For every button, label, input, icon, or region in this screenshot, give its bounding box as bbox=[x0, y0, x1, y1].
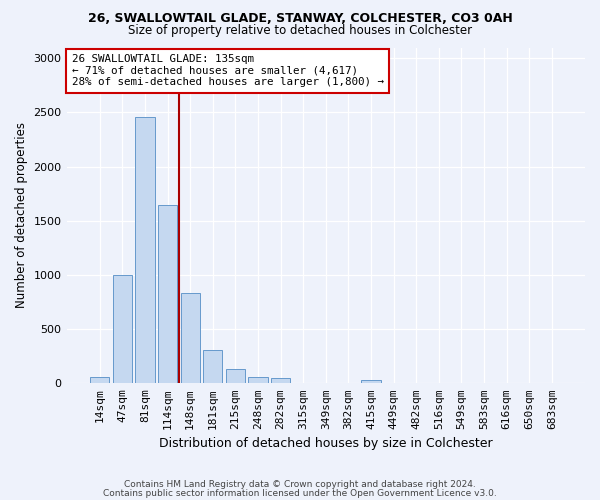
Bar bbox=[361, 380, 380, 384]
Text: Size of property relative to detached houses in Colchester: Size of property relative to detached ho… bbox=[128, 24, 472, 37]
X-axis label: Distribution of detached houses by size in Colchester: Distribution of detached houses by size … bbox=[159, 437, 493, 450]
Bar bbox=[181, 294, 200, 384]
Bar bbox=[90, 377, 109, 384]
Bar bbox=[136, 117, 155, 384]
Text: 26, SWALLOWTAIL GLADE, STANWAY, COLCHESTER, CO3 0AH: 26, SWALLOWTAIL GLADE, STANWAY, COLCHEST… bbox=[88, 12, 512, 26]
Text: 26 SWALLOWTAIL GLADE: 135sqm
← 71% of detached houses are smaller (4,617)
28% of: 26 SWALLOWTAIL GLADE: 135sqm ← 71% of de… bbox=[72, 54, 384, 88]
Bar bbox=[226, 369, 245, 384]
Bar bbox=[248, 378, 268, 384]
Bar bbox=[271, 378, 290, 384]
Bar bbox=[158, 204, 177, 384]
Text: Contains HM Land Registry data © Crown copyright and database right 2024.: Contains HM Land Registry data © Crown c… bbox=[124, 480, 476, 489]
Bar bbox=[113, 275, 132, 384]
Y-axis label: Number of detached properties: Number of detached properties bbox=[15, 122, 28, 308]
Bar bbox=[203, 350, 223, 384]
Text: Contains public sector information licensed under the Open Government Licence v3: Contains public sector information licen… bbox=[103, 488, 497, 498]
